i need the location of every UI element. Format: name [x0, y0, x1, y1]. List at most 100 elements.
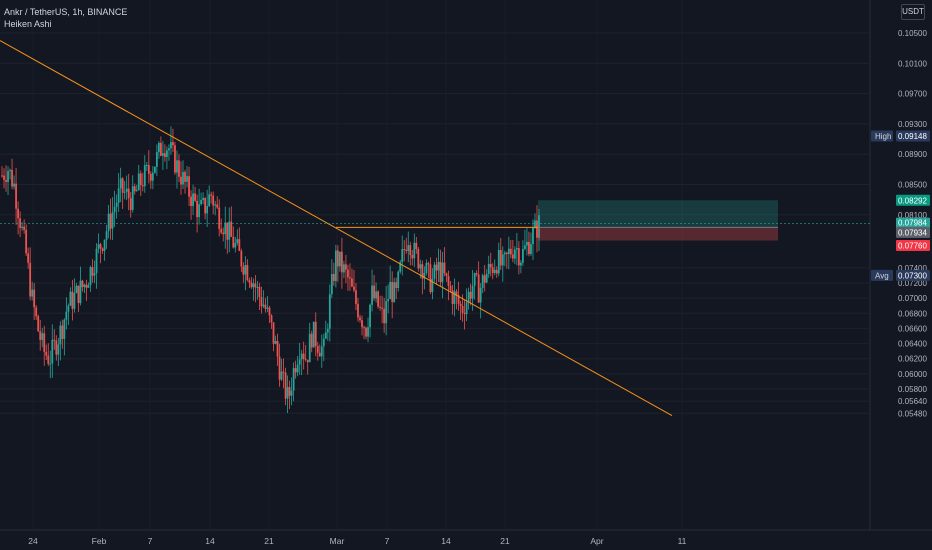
candle-body — [240, 250, 243, 267]
time-tick-label: 24 — [28, 536, 38, 546]
candle-body — [294, 368, 297, 373]
candle-body — [326, 328, 329, 333]
candle-body — [188, 176, 190, 197]
symbol-title[interactable]: Ankr / TetherUS, 1h, BINANCE — [4, 7, 128, 17]
drawings[interactable] — [0, 40, 870, 416]
candle-body — [145, 165, 148, 167]
candle-body — [206, 206, 209, 214]
profit-zone — [538, 200, 778, 228]
high-price-badge: 0.09148 — [898, 132, 927, 141]
price-tick-label: 0.06200 — [898, 355, 927, 364]
candle-body — [270, 315, 273, 323]
high-label: High — [875, 132, 891, 141]
candle-body — [306, 359, 309, 363]
candle-body — [467, 291, 470, 303]
candle-body — [143, 165, 146, 187]
candle-body — [441, 262, 444, 283]
candles — [1, 126, 540, 414]
candle-body — [155, 152, 158, 167]
candle-body — [7, 171, 9, 182]
candle-body — [397, 271, 400, 288]
time-tick-label: 7 — [385, 536, 390, 546]
candle-body — [493, 269, 496, 273]
candle-body — [381, 307, 384, 309]
price-tick-label: 0.07200 — [898, 279, 927, 288]
candle-body — [139, 173, 142, 186]
candle-body — [443, 262, 446, 274]
candle-body — [67, 305, 70, 312]
candle-body — [77, 285, 80, 304]
price-tick-label: 0.05640 — [898, 397, 927, 406]
candle-body — [29, 262, 32, 297]
candle-body — [87, 285, 90, 288]
avg-label: Avg — [875, 271, 889, 280]
high-label-bg — [871, 130, 893, 142]
candle-body — [123, 191, 126, 193]
candle-body — [222, 232, 225, 235]
candle-body — [151, 172, 154, 181]
candle-body — [166, 150, 168, 157]
candle-body — [391, 281, 394, 302]
candle-body — [176, 160, 178, 173]
candle-body — [409, 245, 412, 256]
time-tick-label: 21 — [500, 536, 510, 546]
candle-body — [387, 299, 390, 302]
candle-body — [71, 291, 74, 309]
candle-body — [218, 207, 221, 229]
candle-body — [401, 249, 404, 263]
time-axis[interactable]: 24 Feb 7 14 21 Mar 7 14 21 Apr 11 — [28, 536, 686, 546]
price-axis[interactable]: 0.10500 0.10100 0.09700 0.09300 0.08900 0.085… — [871, 29, 930, 418]
candle-body — [204, 198, 207, 214]
candle-body — [31, 289, 34, 297]
candle-body — [499, 249, 502, 266]
candle-body — [340, 251, 343, 273]
candle-body — [258, 286, 261, 297]
long-position[interactable] — [538, 200, 778, 241]
candle-body — [63, 319, 66, 339]
candle-body — [97, 244, 100, 249]
candle-body — [347, 269, 349, 278]
candle-body — [149, 173, 152, 181]
candle-body — [451, 289, 454, 304]
candle-body — [119, 178, 122, 189]
candle-body — [487, 263, 490, 274]
candle-body — [413, 242, 416, 259]
candle-body — [268, 307, 271, 316]
time-tick-label: Apr — [590, 536, 603, 546]
candle-body — [429, 264, 432, 293]
candle-body — [322, 338, 325, 347]
descending-trendline — [0, 40, 673, 416]
candle-body — [93, 273, 96, 276]
candle-body — [55, 340, 58, 355]
candle-body — [57, 344, 60, 355]
candle-body — [532, 227, 534, 245]
currency-button[interactable]: USDT — [901, 4, 925, 20]
entry-price-badge: 0.07934 — [898, 228, 927, 237]
candle-body — [383, 308, 386, 324]
candle-body — [316, 346, 319, 353]
candle-body — [39, 331, 42, 340]
candle-body — [45, 351, 48, 356]
price-tick-label: 0.10100 — [898, 59, 927, 68]
candle-body — [423, 272, 426, 279]
candle-body — [379, 306, 382, 308]
candle-body — [389, 281, 392, 300]
candle-body — [1, 175, 3, 177]
candle-body — [534, 220, 536, 228]
candle-body — [157, 142, 160, 153]
candle-body — [497, 249, 500, 274]
candle-body — [475, 273, 478, 275]
candle-body — [359, 317, 361, 321]
candle-body — [190, 196, 192, 207]
candle-body — [174, 145, 176, 173]
time-tick-label: 11 — [678, 536, 687, 546]
price-tick-label: 0.06000 — [898, 370, 927, 379]
candle-body — [212, 195, 215, 206]
candle-body — [105, 231, 108, 240]
candle-body — [256, 286, 259, 288]
candle-body — [180, 176, 182, 185]
candle-body — [530, 244, 532, 255]
candle-body — [481, 275, 484, 288]
avg-price-badge: 0.07300 — [898, 271, 927, 280]
